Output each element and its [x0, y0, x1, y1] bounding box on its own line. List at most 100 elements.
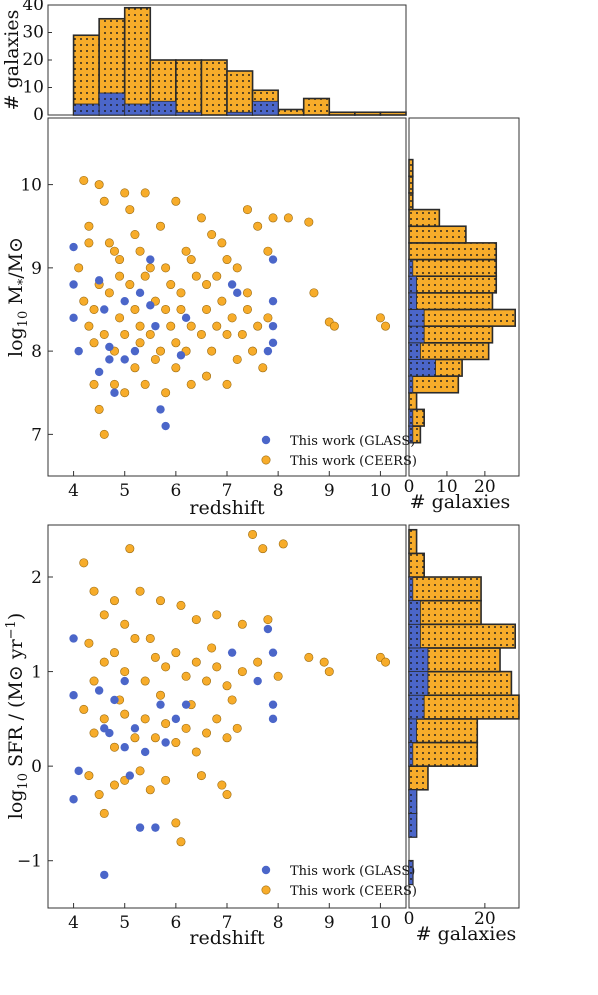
- data-point-ceers: [171, 738, 181, 748]
- ytick-label: 7: [31, 425, 42, 445]
- data-point-ceers: [99, 808, 109, 818]
- data-point-ceers: [74, 263, 84, 273]
- histogram-bar-hatch: [408, 391, 418, 411]
- data-point-ceers: [202, 304, 212, 314]
- data-point-ceers: [140, 714, 150, 724]
- data-point-ceers: [120, 709, 130, 719]
- data-point-glass: [268, 338, 278, 347]
- data-point-ceers: [202, 676, 212, 686]
- data-point-glass: [263, 624, 273, 634]
- histogram-bar-hatch: [408, 225, 467, 244]
- data-point-ceers: [237, 329, 247, 339]
- data-point-glass: [120, 676, 129, 686]
- xtick-label: 10: [370, 481, 392, 501]
- histogram-bar-hatch: [277, 108, 305, 116]
- data-point-glass: [151, 321, 160, 331]
- data-point-ceers: [222, 733, 232, 743]
- histogram-bar-hatch: [98, 92, 126, 116]
- data-point-ceers: [140, 188, 150, 198]
- data-point-ceers: [99, 329, 109, 339]
- histogram-bar-hatch: [408, 341, 490, 361]
- data-point-ceers: [156, 346, 166, 356]
- data-point-glass: [151, 823, 160, 832]
- legend-marker-ceers: [261, 455, 271, 465]
- histogram-bar-hatch: [408, 860, 414, 885]
- data-point-glass: [100, 305, 109, 314]
- data-point-glass: [233, 288, 242, 298]
- histogram-bar-hatch: [252, 100, 279, 116]
- data-point-ceers: [109, 742, 119, 752]
- histogram-bar-hatch: [408, 292, 494, 311]
- data-point-ceers: [140, 379, 150, 389]
- data-point-ceers: [115, 255, 125, 265]
- data-point-ceers: [191, 657, 201, 667]
- data-point-ceers: [150, 733, 160, 743]
- histogram-bar-hatch: [408, 623, 421, 649]
- data-point-ceers: [135, 586, 145, 596]
- data-point-ceers: [99, 714, 109, 724]
- data-point-ceers: [181, 723, 191, 733]
- data-point-glass: [268, 700, 278, 709]
- data-point-ceers: [115, 313, 125, 323]
- data-point-glass: [69, 691, 78, 700]
- data-point-ceers: [278, 539, 288, 549]
- data-point-ceers: [109, 379, 119, 389]
- data-point-ceers: [140, 271, 150, 281]
- legend-label-glass: This work (GLASS): [290, 864, 415, 879]
- data-point-ceers: [161, 388, 171, 398]
- data-point-ceers: [89, 379, 99, 389]
- data-point-glass: [69, 634, 78, 643]
- data-point-ceers: [130, 363, 140, 373]
- histogram-bar-hatch: [408, 623, 517, 649]
- xtick-label: 0: [404, 477, 415, 497]
- histogram-bar-hatch: [408, 694, 425, 720]
- data-point-ceers: [207, 643, 217, 653]
- legend-marker-ceers: [261, 885, 271, 895]
- data-point-ceers: [115, 271, 125, 281]
- histogram-bar-hatch: [408, 741, 479, 767]
- data-point-ceers: [222, 681, 232, 691]
- data-point-glass: [227, 648, 237, 657]
- data-point-glass: [120, 355, 129, 364]
- histogram-bar-hatch: [408, 408, 414, 427]
- histogram-bar-hatch: [408, 192, 414, 211]
- mass-histogram-bars: [408, 158, 517, 444]
- legend-label-ceers: This work (CEERS): [290, 454, 417, 469]
- histogram-bar-hatch: [175, 111, 202, 116]
- data-point-glass: [105, 728, 114, 738]
- data-point-ceers: [381, 657, 391, 667]
- sfr-scatter-ylabel: log10 SFR / (M⊙ yr−1): [4, 613, 31, 820]
- histogram-bar-hatch: [408, 552, 425, 578]
- data-point-ceers: [253, 657, 263, 667]
- data-point-ceers: [232, 723, 242, 733]
- histogram-bar-hatch: [200, 59, 228, 116]
- data-point-ceers: [79, 296, 89, 306]
- data-point-ceers: [145, 633, 155, 643]
- histogram-bar-hatch: [354, 111, 382, 116]
- ytick-label: 0: [33, 105, 44, 125]
- data-point-ceers: [212, 610, 222, 620]
- histogram-bar-hatch: [408, 576, 482, 602]
- data-point-ceers: [89, 676, 99, 686]
- histogram-bar-hatch: [408, 309, 425, 327]
- data-point-ceers: [166, 321, 176, 331]
- data-point-ceers: [145, 263, 155, 273]
- data-point-ceers: [171, 818, 181, 828]
- data-point-glass: [94, 686, 104, 695]
- data-point-ceers: [109, 780, 119, 790]
- mass-scatter-yticks: 7 8 9 10: [20, 176, 53, 445]
- data-point-ceers: [156, 596, 166, 606]
- data-point-glass: [268, 321, 278, 331]
- xtick-label: 8: [273, 913, 284, 933]
- data-point-glass: [181, 700, 191, 709]
- histogram-bar-hatch: [408, 671, 429, 696]
- histogram-bar-hatch: [408, 425, 414, 444]
- data-point-ceers: [381, 321, 391, 331]
- histogram-bar-hatch: [408, 275, 498, 294]
- histogram-bar-hatch: [408, 789, 417, 814]
- data-point-glass: [140, 747, 150, 757]
- mass-histogram-panel: 0 10 20 # galaxies: [404, 117, 520, 513]
- histogram-bar-hatch: [408, 528, 418, 555]
- data-point-ceers: [217, 296, 227, 306]
- data-point-ceers: [212, 662, 222, 672]
